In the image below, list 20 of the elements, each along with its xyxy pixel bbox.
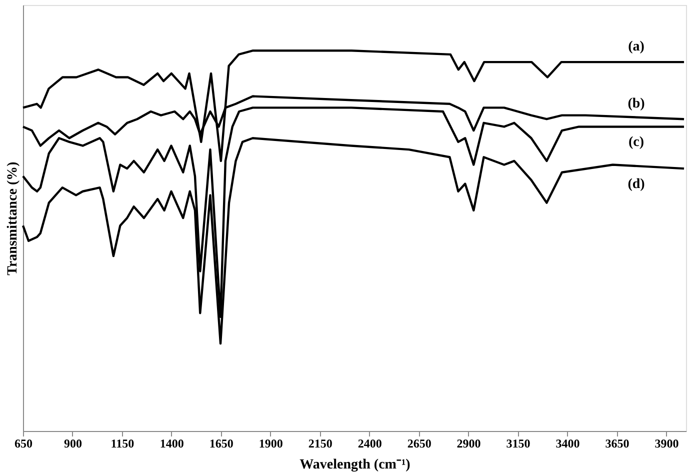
x-tick-label: 1150 — [110, 436, 134, 450]
x-tick-label: 2400 — [358, 436, 382, 450]
x-tick-label: 900 — [64, 436, 82, 450]
x-tick-label: 3650 — [605, 436, 630, 450]
x-tick-label: 3900 — [654, 436, 679, 450]
series-label: (d) — [628, 177, 646, 192]
series-label: (a) — [628, 40, 645, 55]
x-tick-label: 2150 — [308, 436, 332, 450]
x-tick-label: 1900 — [258, 436, 283, 450]
x-tick-label: 2650 — [407, 436, 432, 450]
series-label: (c) — [628, 135, 644, 150]
x-tick-label: 650 — [14, 436, 32, 450]
x-tick-label: 1400 — [160, 436, 184, 450]
x-tick-label: 1650 — [209, 436, 234, 450]
x-tick-label: 3150 — [506, 436, 530, 450]
x-tick-label: 2900 — [456, 436, 481, 450]
y-axis-title: Transmittance (%) — [6, 161, 20, 276]
x-axis-title: Wavelength (cm⁻¹) — [300, 458, 411, 472]
series-label: (b) — [628, 96, 646, 112]
x-tick-label: 3400 — [556, 436, 580, 450]
